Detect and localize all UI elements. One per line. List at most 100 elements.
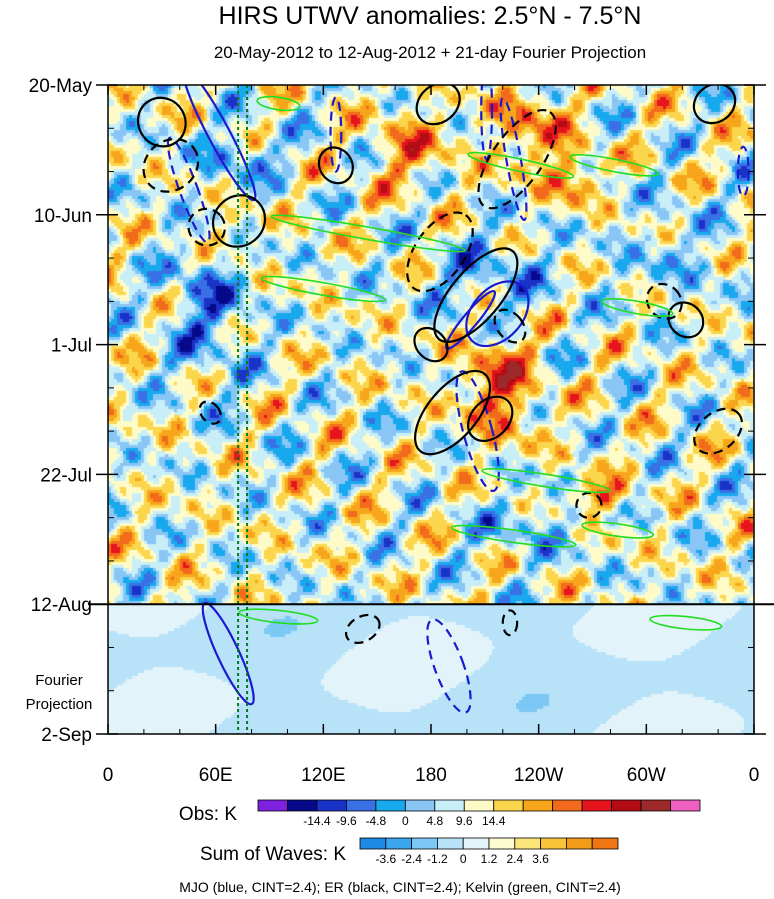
obs-swatch-0 (257, 799, 288, 812)
waves-swatch-0 (359, 837, 387, 850)
x-tick-label-5: 60W (627, 765, 666, 786)
contour-er-22 (467, 395, 514, 442)
contour-er-25 (667, 301, 705, 339)
waves-swatch-8 (566, 837, 593, 850)
y-tick-label-2: 1-Jul (51, 336, 92, 357)
obs-label-2: -4.8 (366, 814, 387, 828)
waves-label-0: -3.6 (375, 852, 396, 866)
obs-label-0: -14.4 (303, 814, 331, 828)
obs-label-6: 14.4 (482, 814, 506, 828)
x-tick-label-3: 180 (415, 765, 447, 786)
contour-mjo-10 (426, 618, 472, 714)
contour-kelvin-32 (256, 95, 301, 112)
x-tick-label-4: 120W (514, 765, 564, 786)
y-tick-label-3: 22-Jul (40, 465, 92, 486)
y-tick-label-0: 20-May (29, 76, 93, 97)
contour-mjo-3 (480, 85, 494, 161)
contour-er-30 (344, 613, 381, 644)
contour-er-11 (136, 96, 187, 148)
contour-er-23 (493, 308, 527, 344)
obs-swatch-5 (404, 799, 436, 812)
obs-swatch-11 (581, 799, 613, 812)
contour-er-31 (501, 609, 519, 637)
waves-label-2: -1.2 (427, 852, 448, 866)
contour-er-19 (433, 247, 519, 344)
contour-kelvin-38 (481, 467, 611, 494)
contour-mjo-6 (465, 280, 530, 348)
contour-er-24 (645, 282, 683, 320)
contour-er-26 (693, 407, 744, 455)
contour-er-16 (415, 85, 461, 126)
plot-area (108, 85, 754, 734)
waves-label-1: -2.4 (401, 852, 422, 866)
obs-swatch-10 (552, 799, 583, 812)
anomaly-field (108, 85, 754, 734)
contour-er-28 (198, 400, 222, 425)
contour-er-13 (187, 207, 226, 247)
anomaly-field-raster (108, 85, 754, 734)
obs-label-1: -9.6 (336, 814, 357, 828)
x-tick-label-6: 0 (749, 765, 760, 786)
waves-label-3: 0 (460, 852, 467, 866)
contour-er-12 (142, 137, 200, 193)
waves-swatch-7 (540, 837, 567, 850)
contour-mjo-1 (166, 136, 211, 244)
chart-title: HIRS UTWV anomalies: 2.5°N - 7.5°N (219, 2, 642, 30)
contour-legend: MJO (blue, CINT=2.4); ER (black, CINT=2.… (179, 879, 621, 895)
waves-colorbar: -3.6 -2.4 -1.2 0 1.2 2.4 3.6 (359, 837, 619, 866)
axes: 0 60E 120E 180 120W 60W 0 20-May 10-Jun 1-Jul 22-J… (29, 76, 774, 786)
contour-kelvin-36 (260, 275, 386, 303)
obs-swatch-9 (522, 799, 554, 812)
contour-kelvin-34 (569, 154, 659, 177)
contour-kelvin-41 (238, 608, 319, 625)
contour-mjo-8 (455, 370, 500, 493)
x-tick-label-1: 60E (199, 765, 233, 786)
contour-er-14 (211, 194, 267, 248)
obs-label-5: 9.6 (456, 814, 473, 828)
contour-er-27 (692, 85, 737, 125)
marker-lines (237, 85, 249, 734)
chart-subtitle: 20-May-2012 to 12-Aug-2012 + 21-day Four… (214, 43, 646, 62)
y-tick-label-5: 2-Sep (41, 725, 92, 746)
obs-swatch-2 (316, 799, 347, 812)
waves-swatch-6 (514, 837, 541, 850)
obs-swatch-6 (434, 799, 465, 812)
x-tick-label-2: 120E (301, 765, 345, 786)
obs-label-4: 4.8 (426, 814, 443, 828)
x-tick-label-0: 0 (103, 765, 114, 786)
waves-swatch-9 (591, 837, 619, 850)
obs-swatch-1 (287, 799, 318, 812)
contour-er-21 (413, 369, 492, 456)
waves-swatch-4 (462, 837, 490, 850)
obs-legend-title: Obs: K (179, 804, 237, 825)
contour-er-15 (317, 146, 354, 185)
waves-swatch-1 (385, 837, 412, 850)
waves-legend-title: Sum of Waves: K (200, 844, 346, 865)
waves-label-4: 1.2 (481, 852, 498, 866)
waves-swatch-2 (411, 837, 438, 850)
obs-swatch-14 (670, 799, 701, 812)
contour-kelvin-40 (581, 521, 654, 539)
contour-kelvin-42 (649, 614, 723, 631)
contour-er-20 (413, 326, 449, 363)
waves-swatch-5 (488, 837, 516, 850)
contour-kelvin-35 (270, 214, 467, 253)
contour-kelvin-39 (450, 524, 577, 548)
contour-er-29 (575, 491, 603, 519)
waves-swatch-3 (436, 837, 464, 850)
obs-swatch-8 (493, 799, 524, 812)
obs-swatch-3 (345, 799, 377, 812)
obs-swatch-7 (463, 799, 495, 812)
obs-swatch-12 (611, 799, 642, 812)
obs-swatch-13 (640, 799, 671, 812)
obs-colorbar: -14.4 -9.6 -4.8 0 4.8 9.6 14.4 (257, 799, 701, 828)
contour-mjo-4 (499, 97, 528, 222)
contour-kelvin-37 (601, 298, 674, 318)
contour-er-18 (477, 108, 557, 210)
y-tick-label-1: 10-Jun (34, 206, 92, 227)
obs-swatch-4 (375, 799, 406, 812)
contour-mjo-2 (329, 96, 343, 173)
contour-kelvin-33 (467, 151, 575, 179)
